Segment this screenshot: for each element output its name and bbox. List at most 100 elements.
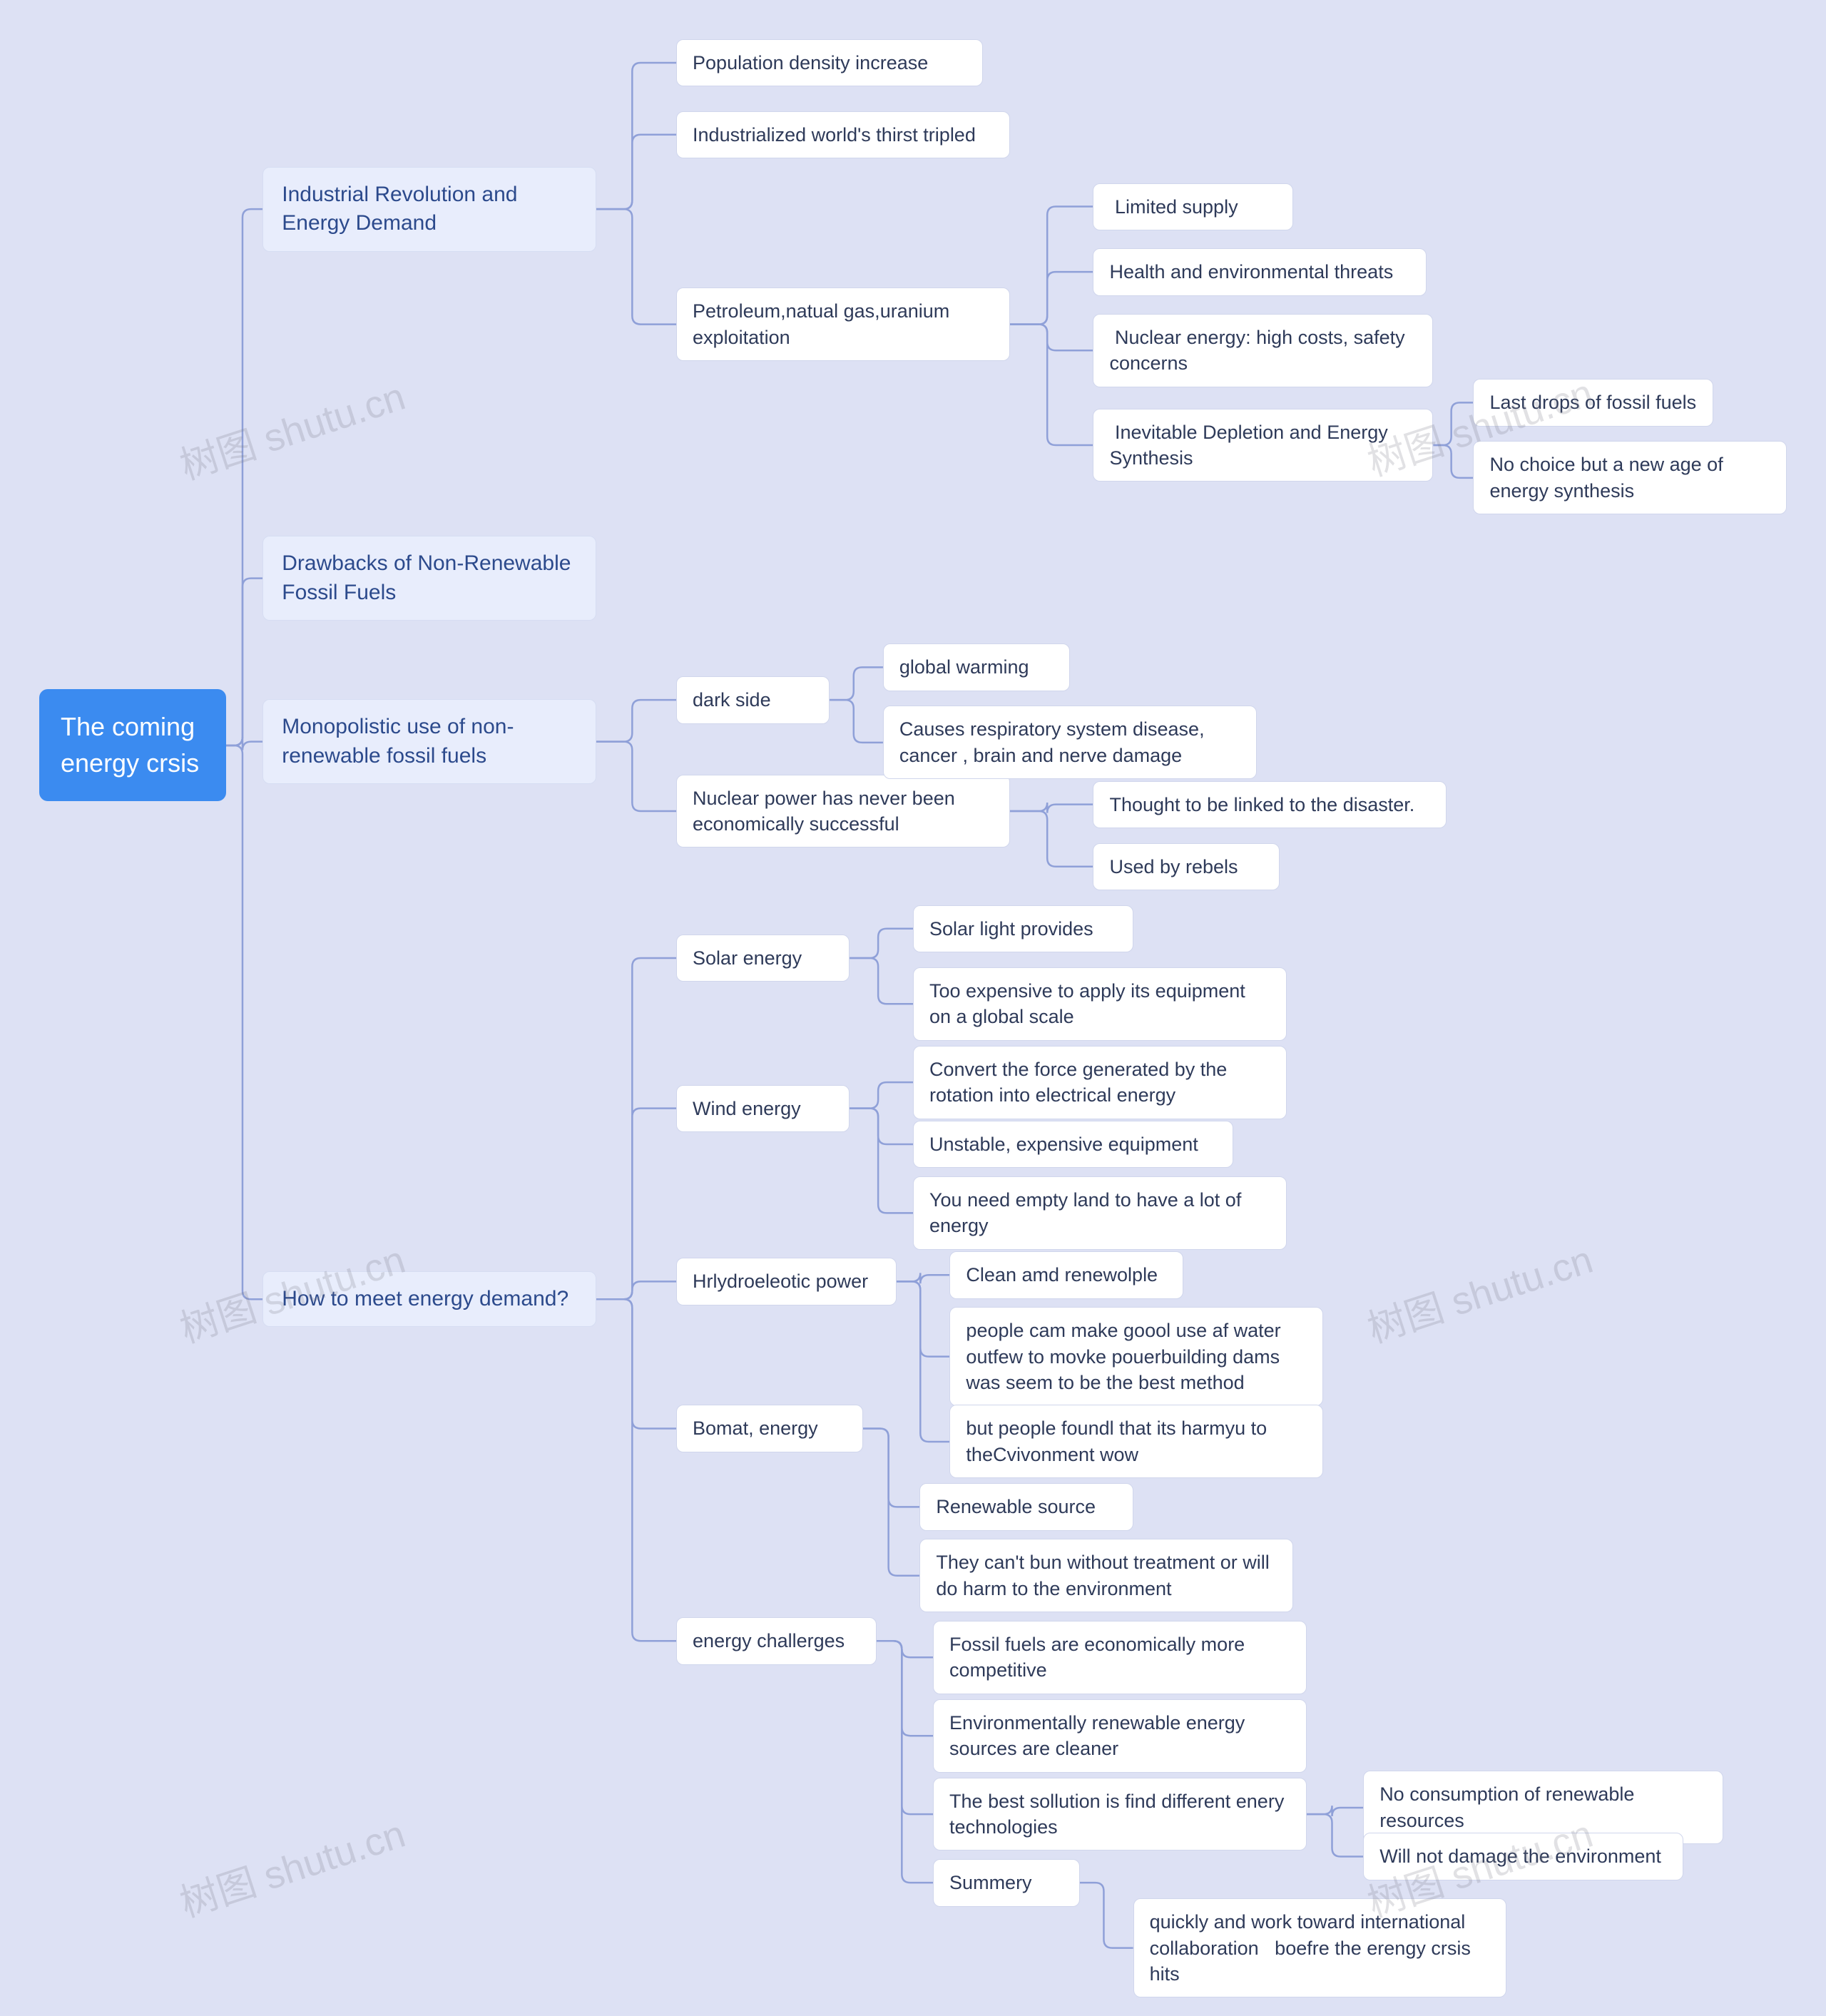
mindmap-node-n4d2: They can't bun without treatment or will…	[919, 1539, 1293, 1612]
node-label: Thought to be linked to the disaster.	[1109, 792, 1414, 818]
mindmap-node-n4e: energy challerges	[676, 1617, 877, 1664]
node-label: Drawbacks of Non-Renewable Fossil Fuels	[282, 549, 577, 607]
connector	[897, 1281, 950, 1356]
node-label: energy challerges	[693, 1628, 845, 1654]
connector	[596, 209, 676, 324]
node-label: Clean amd renewolple	[966, 1262, 1158, 1288]
connector	[897, 1273, 950, 1283]
node-label: Solar light provides	[929, 916, 1093, 942]
node-label: The best sollution is find different ene…	[949, 1788, 1290, 1841]
mindmap-node-n3a: dark side	[676, 676, 830, 723]
node-label: but people foundl that its harmyu to the…	[966, 1415, 1307, 1467]
node-label: Monopolistic use of non-renewable fossil…	[282, 713, 577, 770]
node-label: They can't bun without treatment or will…	[936, 1549, 1277, 1602]
connector	[1307, 1814, 1363, 1856]
node-label: Petroleum,natual gas,uranium exploitatio…	[693, 298, 994, 350]
connector	[226, 737, 262, 750]
connector	[830, 700, 883, 743]
node-label: Too expensive to apply its equipment on …	[929, 978, 1270, 1030]
node-label: Bomat, energy	[693, 1415, 818, 1441]
node-label: Health and environmental threats	[1109, 259, 1393, 285]
connector	[877, 1641, 933, 1814]
connector	[863, 1428, 919, 1507]
node-label: Last drops of fossil fuels	[1489, 390, 1696, 415]
connector	[596, 1299, 676, 1428]
mindmap-node-n4b2: Unstable, expensive equipment	[913, 1121, 1233, 1168]
node-label: Hrlydroeleotic power	[693, 1268, 868, 1294]
mindmap-node-n1c4a: Last drops of fossil fuels	[1473, 379, 1713, 426]
connector	[850, 958, 913, 1004]
node-label: The coming energy crsis	[61, 709, 199, 781]
mindmap-node-n4c: Hrlydroeleotic power	[676, 1258, 897, 1305]
connector	[850, 1082, 913, 1108]
mindmap-node-n4c2: people cam make goool use af water outfe…	[949, 1307, 1323, 1406]
connector	[596, 1299, 676, 1641]
node-label: Renewable source	[936, 1494, 1096, 1519]
node-label: Industrial Revolution and Energy Demand	[282, 180, 577, 238]
mindmap-node-n1a: Population density increase	[676, 39, 983, 86]
connector	[897, 1281, 950, 1442]
connector	[863, 1428, 919, 1575]
watermark: 树图 shutu.cn	[172, 1802, 412, 1928]
mindmap-node-n4d: Bomat, energy	[676, 1405, 863, 1452]
node-label: No consumption of renewable resources	[1379, 1781, 1707, 1833]
mindmap-node-n3b2: Used by rebels	[1093, 843, 1280, 890]
node-label: Environmentally renewable energy sources…	[949, 1710, 1290, 1762]
mindmap-node-n3: Monopolistic use of non-renewable fossil…	[262, 699, 596, 784]
node-label: Will not damage the environment	[1379, 1843, 1661, 1869]
mindmap-node-n4e4: Summery	[933, 1859, 1080, 1906]
connector	[226, 209, 262, 745]
connector	[226, 579, 262, 745]
connector	[850, 929, 913, 958]
connector	[1010, 811, 1093, 867]
connector	[850, 1109, 913, 1213]
connector	[1010, 803, 1093, 813]
node-label: Wind energy	[693, 1096, 801, 1121]
node-label: Limited supply	[1109, 194, 1238, 220]
mindmap-node-n3b: Nuclear power has never been economicall…	[676, 775, 1010, 848]
connector	[1433, 402, 1473, 445]
connector	[596, 742, 676, 811]
mindmap-node-n4a1: Solar light provides	[913, 905, 1133, 952]
mindmap-node-n4e3b: Will not damage the environment	[1363, 1833, 1683, 1880]
connector	[1010, 272, 1093, 324]
node-label: Nuclear energy: high costs, safety conce…	[1109, 325, 1417, 377]
mindmap-node-n1c4b: No choice but a new age of energy synthe…	[1473, 441, 1787, 514]
connector	[596, 1109, 676, 1300]
node-label: Causes respiratory system disease, cance…	[899, 716, 1240, 768]
mindmap-node-n3a1: global warming	[883, 643, 1070, 691]
mindmap-node-n4b: Wind energy	[676, 1085, 850, 1132]
mindmap-node-n1c3: Nuclear energy: high costs, safety conce…	[1093, 314, 1433, 387]
node-label: people cam make goool use af water outfe…	[966, 1318, 1307, 1395]
mindmap-node-n4e2: Environmentally renewable energy sources…	[933, 1699, 1307, 1773]
connector	[830, 667, 883, 700]
mindmap-node-n3b1: Thought to be linked to the disaster.	[1093, 781, 1447, 828]
node-label: No choice but a new age of energy synthe…	[1489, 452, 1770, 504]
node-label: Solar energy	[693, 945, 802, 971]
node-label: quickly and work toward international co…	[1150, 1909, 1491, 1987]
connector	[1010, 325, 1093, 445]
mindmap-node-n4e1: Fossil fuels are economically more compe…	[933, 1621, 1307, 1694]
mindmap-node-n1c: Petroleum,natual gas,uranium exploitatio…	[676, 287, 1010, 361]
mindmap-node-n4c1: Clean amd renewolple	[949, 1251, 1183, 1298]
node-label: global warming	[899, 654, 1029, 680]
node-label: Inevitable Depletion and Energy Synthesi…	[1109, 419, 1417, 472]
connector	[877, 1641, 933, 1883]
node-label: You need empty land to have a lot of ene…	[929, 1187, 1270, 1239]
mindmap-node-n2: Drawbacks of Non-Renewable Fossil Fuels	[262, 536, 596, 621]
connector	[877, 1641, 933, 1657]
connector	[877, 1641, 933, 1736]
watermark: 树图 shutu.cn	[1360, 1228, 1599, 1353]
mindmap-node-n4e4a: quickly and work toward international co…	[1133, 1898, 1507, 1997]
connector	[226, 745, 262, 1299]
connector	[1010, 207, 1093, 325]
mindmap-node-n3a2: Causes respiratory system disease, cance…	[883, 706, 1257, 779]
node-label: How to meet energy demand?	[282, 1285, 568, 1314]
node-label: Summery	[949, 1870, 1032, 1895]
connector	[1307, 1806, 1363, 1816]
mindmap-node-n4a: Solar energy	[676, 935, 850, 982]
connector	[596, 958, 676, 1299]
watermark: 树图 shutu.cn	[172, 365, 412, 490]
mindmap-node-n4b1: Convert the force generated by the rotat…	[913, 1046, 1287, 1119]
node-label: Industrialized world's thirst tripled	[693, 122, 976, 148]
